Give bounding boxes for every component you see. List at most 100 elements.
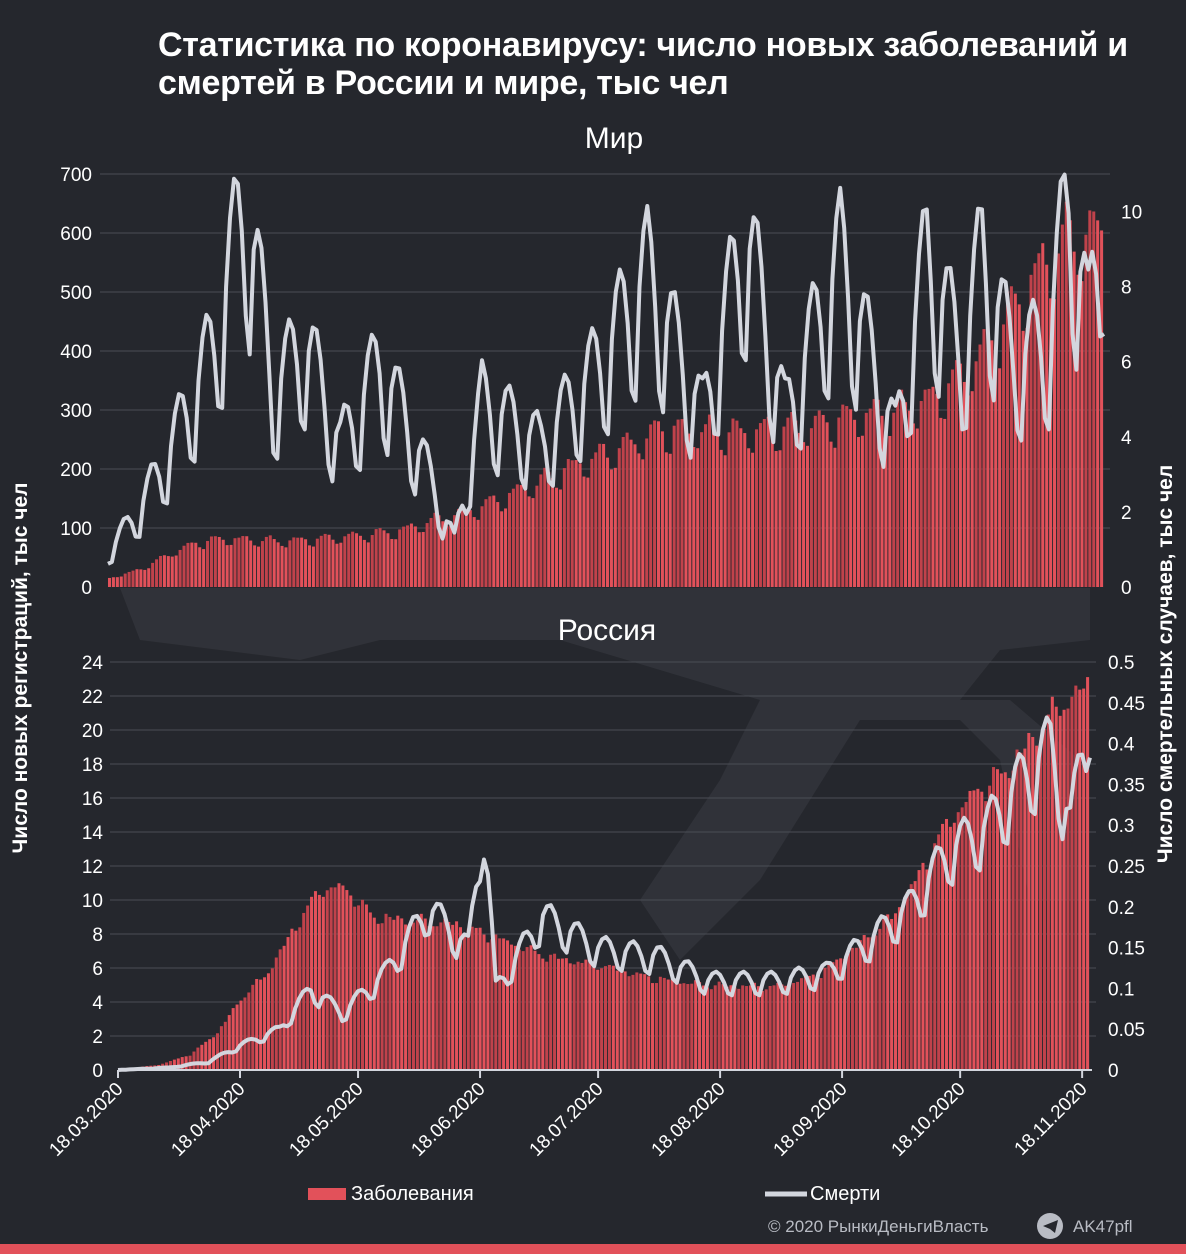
cases-bar (796, 981, 800, 1070)
cases-bar (492, 495, 496, 587)
cases-bar (278, 949, 282, 1070)
cases-bar (819, 978, 823, 1070)
cases-bar (170, 556, 174, 587)
left-axis-label: Число новых регистраций, тыс чел (9, 483, 32, 854)
cases-bar (284, 547, 288, 587)
cases-bar (229, 544, 233, 587)
cases-bar (805, 445, 809, 587)
cases-bar (925, 869, 929, 1070)
cases-bar (747, 448, 751, 587)
left-axis-tick-label: 200 (60, 460, 92, 481)
cases-bar (190, 542, 194, 587)
cases-bar (978, 344, 982, 587)
cases-bar (445, 525, 449, 587)
cases-bar (482, 934, 486, 1070)
cases-bar (882, 918, 886, 1070)
cases-bar (1054, 706, 1058, 1070)
cases-bar (182, 545, 186, 587)
cases-bar (266, 973, 270, 1070)
cases-bar (897, 907, 901, 1070)
cases-bar (923, 389, 927, 587)
cases-bar (476, 519, 480, 587)
cases-bar (131, 570, 135, 587)
cases-bar (784, 985, 788, 1070)
cases-bar (466, 928, 470, 1070)
cases-bar (947, 383, 951, 587)
cases-bar (952, 822, 956, 1070)
left-axis-tick-label: 0 (81, 578, 92, 599)
left-axis-tick-label: 4 (92, 993, 103, 1014)
cases-bar (502, 938, 506, 1070)
cases-bar (345, 890, 349, 1070)
cases-bar (807, 975, 811, 1070)
cases-bar (839, 958, 843, 1070)
cases-bar (545, 961, 549, 1070)
cases-bar (653, 420, 657, 587)
cases-bar (468, 510, 472, 587)
cases-bar (225, 545, 229, 587)
cases-bar (219, 1026, 223, 1070)
cases-bar (980, 791, 984, 1070)
cases-bar (480, 506, 484, 587)
cases-bar (162, 555, 166, 587)
cases-bar (604, 966, 608, 1070)
cases-bar (496, 502, 500, 587)
x-axis-date-label: 18.04.2020 (167, 1079, 249, 1161)
world-deaths-line (107, 172, 1106, 566)
cases-bar (915, 428, 919, 587)
right-axis-label: Число смертельных случаев, тыс чел (1154, 465, 1177, 863)
cases-bar (756, 986, 760, 1070)
russia-chart-title: Россия (558, 614, 656, 647)
cases-bar (1013, 293, 1017, 587)
cases-bar (943, 418, 947, 587)
cases-bar (607, 964, 611, 1070)
cases-bar (782, 426, 786, 587)
cases-bar (361, 899, 365, 1070)
cases-bar (719, 449, 723, 587)
cases-bar (715, 435, 719, 587)
cases-bar (780, 984, 784, 1070)
cases-bar (451, 924, 455, 1070)
cases-bar (1021, 330, 1025, 587)
cases-bar (151, 562, 155, 587)
cases-bar (1037, 253, 1041, 587)
cases-bar (766, 416, 770, 587)
cases-bar (357, 905, 361, 1070)
cases-bar (1035, 745, 1039, 1070)
left-axis-tick-label: 0 (92, 1061, 103, 1082)
cases-bar (329, 887, 333, 1070)
cases-bar (705, 987, 709, 1070)
cases-bar (347, 533, 351, 587)
russia-x-axis-ticks: 18.03.2020 18.04.2020 18.05.2020 18.06.2020… (45, 1070, 1092, 1161)
cases-bar (196, 1047, 200, 1070)
cases-bar (310, 896, 314, 1070)
cases-bar (770, 431, 774, 587)
telegram-plane-glyph (1043, 1220, 1058, 1233)
cases-bar (1086, 677, 1090, 1070)
cases-bar (1029, 274, 1033, 587)
right-axis-tick-label: 0.3 (1108, 816, 1134, 837)
cases-bar (553, 953, 557, 1070)
cases-bar (484, 499, 488, 587)
x-axis-date-label: 18.09.2020 (770, 1079, 852, 1161)
right-axis-tick-label: 2 (1121, 503, 1132, 524)
cases-bar (578, 463, 582, 587)
right-axis-tick-label: 0.15 (1108, 939, 1145, 960)
left-axis-tick-label: 600 (60, 224, 92, 245)
cases-bar (272, 539, 276, 587)
cases-bar (598, 443, 602, 587)
cases-bar (743, 433, 747, 587)
left-axis-tick-label: 300 (60, 401, 92, 422)
cases-bar (956, 812, 960, 1070)
cases-bar (464, 509, 468, 587)
cases-bar (586, 477, 590, 587)
cases-bar (276, 542, 280, 587)
cases-bar (602, 443, 606, 587)
cases-bar (790, 411, 794, 587)
cases-bar (531, 498, 535, 587)
cases-bar (992, 767, 996, 1070)
cases-bar (268, 535, 272, 587)
legend-cases-swatch (308, 1188, 346, 1200)
cases-bar (990, 340, 994, 587)
cases-bar (678, 983, 682, 1070)
